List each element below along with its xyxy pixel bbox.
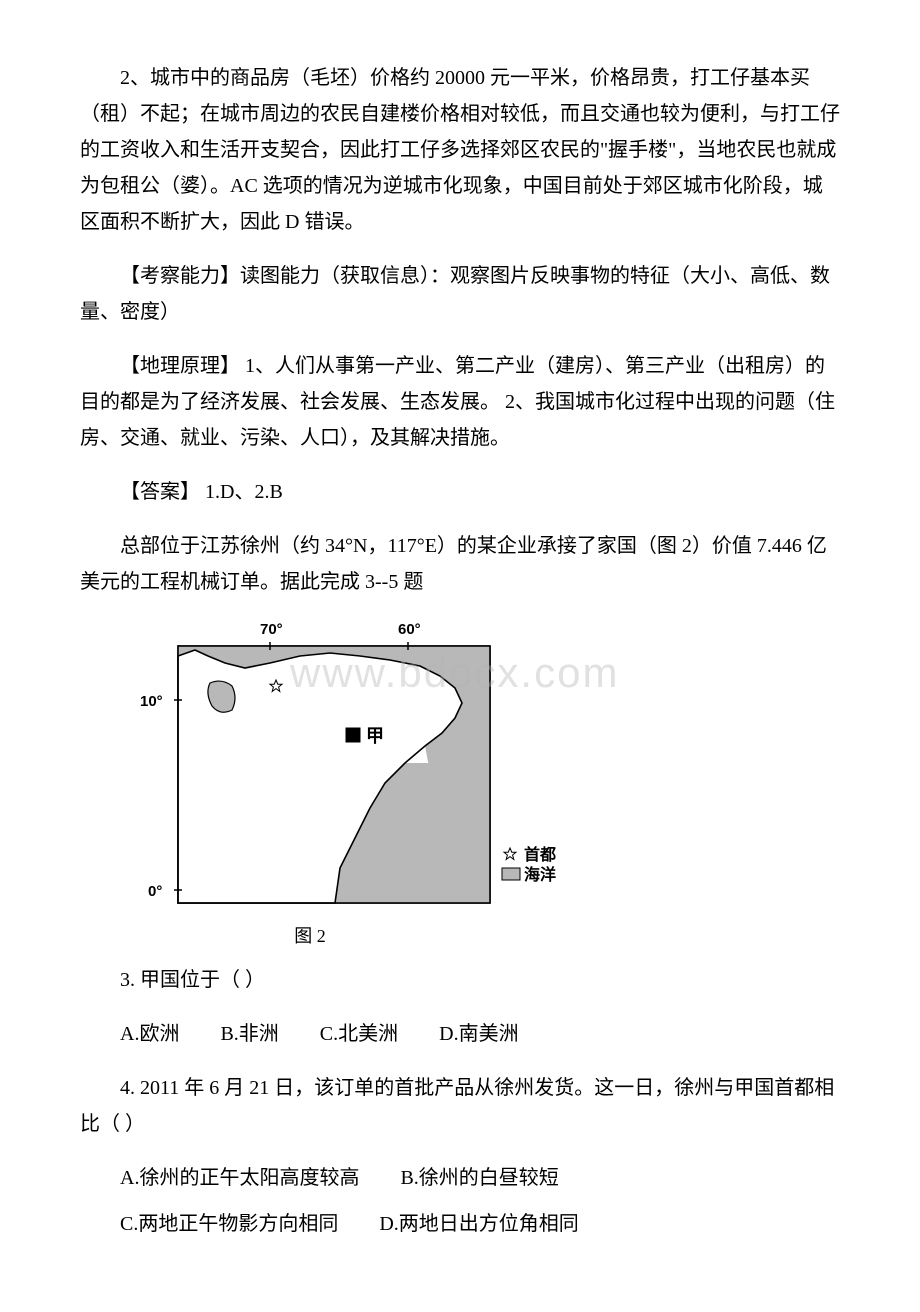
q4-opt-a: A.徐州的正午太阳高度较高 <box>120 1167 359 1189</box>
q3-opt-a: A.欧洲 <box>120 1023 179 1045</box>
legend-capital: 首都 <box>504 845 556 864</box>
paragraph-ability: 【考察能力】读图能力（获取信息）：观察图片反映事物的特征（大小、高低、数量、密度… <box>80 258 840 330</box>
paragraph-answer: 【答案】 1.D、2.B <box>80 474 840 510</box>
q4-options-row2: C.两地正午物影方向相同 D.两地日出方位角相同 <box>80 1206 840 1242</box>
q4-stem: 4. 2011 年 6 月 21 日，该订单的首批产品从徐州发货。这一日，徐州与… <box>80 1070 840 1142</box>
delta-marker <box>346 728 360 742</box>
q4-opt-b: B.徐州的白昼较短 <box>400 1167 558 1189</box>
legend-capital-label: 首都 <box>524 845 556 864</box>
q3-stem: 3. 甲国位于（ ） <box>80 962 840 998</box>
figure-map: 70° 60° 10° 0° 甲 <box>140 618 840 952</box>
q4-options-row1: A.徐州的正午太阳高度较高 B.徐州的白昼较短 <box>80 1160 840 1196</box>
paragraph-stem-intro: 总部位于江苏徐州（约 34°N，117°E）的某企业承接了家国（图 2）价值 7… <box>80 528 840 600</box>
q3-opt-b: B.非洲 <box>220 1023 278 1045</box>
lon-70: 70° <box>260 621 283 638</box>
legend: 首都 海洋 <box>502 845 556 884</box>
figure-caption: 图 2 <box>140 920 480 952</box>
legend-ocean-icon <box>502 868 520 880</box>
legend-ocean: 海洋 <box>502 865 556 884</box>
map-svg: 70° 60° 10° 0° 甲 <box>140 618 560 918</box>
q3-opt-c: C.北美洲 <box>320 1023 398 1045</box>
paragraph-principle: 【地理原理】 1、人们从事第一产业、第二产业（建房）、第三产业（出租房）的目的都… <box>80 348 840 456</box>
lat-10: 10° <box>140 693 163 710</box>
lon-60: 60° <box>398 621 421 638</box>
legend-capital-icon <box>504 848 516 860</box>
q4-opt-c: C.两地正午物影方向相同 <box>120 1213 338 1235</box>
q4-opt-d: D.两地日出方位角相同 <box>379 1213 578 1235</box>
q3-options: A.欧洲 B.非洲 C.北美洲 D.南美洲 <box>80 1016 840 1052</box>
legend-ocean-label: 海洋 <box>524 865 556 884</box>
country-label-jia: 甲 <box>366 726 384 746</box>
q3-opt-d: D.南美洲 <box>439 1023 518 1045</box>
lat-0: 0° <box>148 883 162 900</box>
paragraph-explanation-2: 2、城市中的商品房（毛坯）价格约 20000 元一平米，价格昂贵，打工仔基本买（… <box>80 60 840 240</box>
